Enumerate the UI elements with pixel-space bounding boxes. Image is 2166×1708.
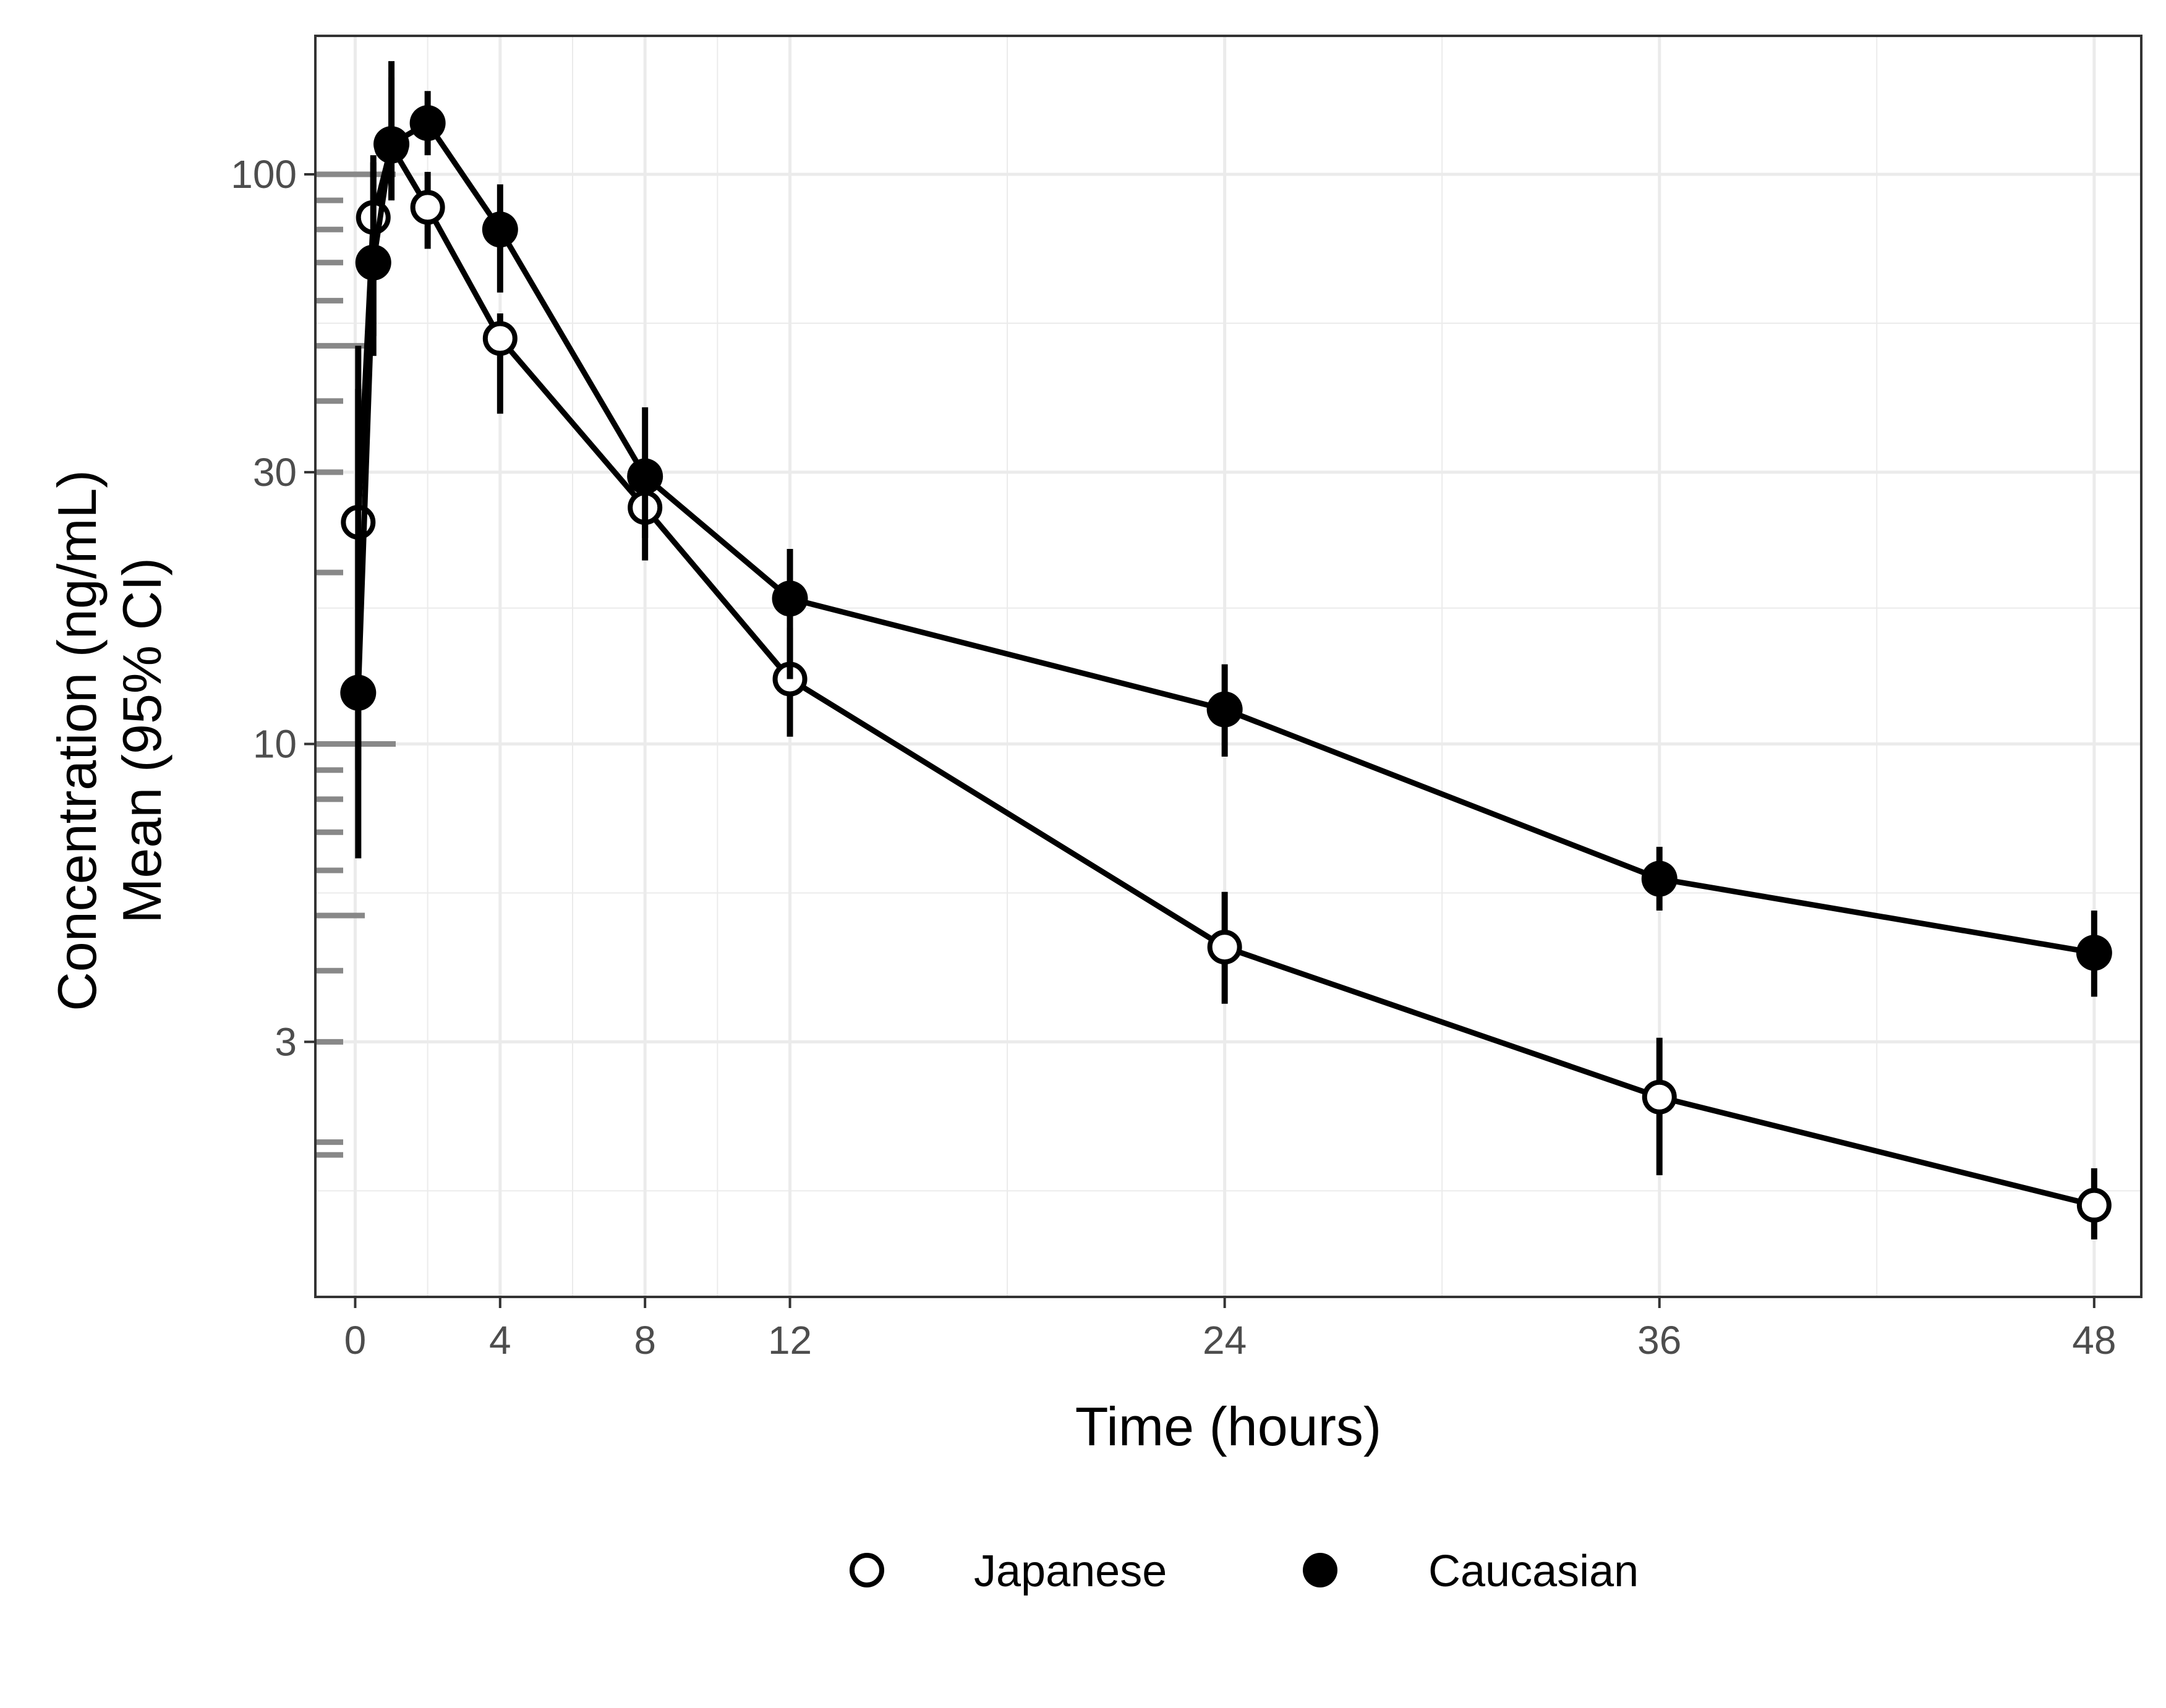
plot-panel-border [314, 35, 2143, 1298]
japanese-point [1207, 930, 1242, 965]
caucasian-point [340, 674, 377, 711]
y-axis-title-line-2: Mean (95% CI) [111, 558, 173, 924]
japanese-point [2076, 1188, 2112, 1223]
x-tick-label: 24 [1203, 1318, 1247, 1362]
x-tick-label: 4 [489, 1318, 511, 1362]
y-axis-title-line-1: Concentration (ng/mL) [46, 470, 108, 1011]
x-tick-label: 0 [344, 1318, 367, 1362]
y-tick-label: 100 [231, 152, 297, 197]
gridlines [315, 36, 2141, 1297]
caucasian-line [355, 120, 2095, 956]
caucasian-point [1641, 860, 1678, 897]
x-tick-label: 8 [634, 1318, 656, 1362]
legend: Japanese Caucasian [850, 1547, 1639, 1596]
legend-label-caucasian: Caucasian [1428, 1547, 1639, 1596]
caucasian-point [1206, 691, 1243, 728]
y-tick-label: 10 [253, 722, 297, 767]
japanese-point [482, 321, 518, 356]
caucasian-point [373, 126, 410, 163]
x-axis-title: Time (hours) [1075, 1396, 1381, 1457]
caucasian-point [355, 244, 391, 281]
data-series [340, 61, 2112, 1239]
caucasian-point [482, 211, 518, 248]
japanese-point [1642, 1079, 1677, 1115]
caucasian-point [409, 105, 446, 142]
legend-key-japanese [850, 1553, 884, 1587]
legend-label-japanese: Japanese [974, 1547, 1167, 1596]
y-tick-label: 3 [275, 1019, 297, 1064]
x-tick-label: 36 [1637, 1318, 1681, 1362]
y-tick-label: 30 [253, 450, 297, 495]
caucasian-point [772, 580, 808, 617]
x-tick-label: 48 [2072, 1318, 2116, 1362]
x-tick-label: 12 [768, 1318, 812, 1362]
caucasian-point [2076, 935, 2112, 971]
japanese-point [410, 190, 445, 225]
caucasian-point [627, 458, 663, 495]
japanese-line [355, 143, 2095, 1209]
y-axis-title: Concentration (ng/mL) Mean (95% CI) [46, 470, 173, 1011]
legend-key-caucasian [1303, 1553, 1337, 1587]
series-caucasian [340, 61, 2112, 997]
